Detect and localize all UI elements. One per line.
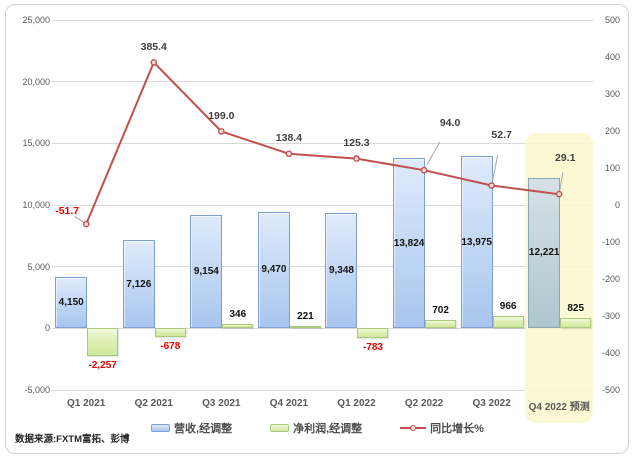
revenue-value-label: 7,126 <box>126 278 152 290</box>
y-axis-right-tick-label: -400 <box>601 348 620 358</box>
gridline <box>52 266 593 268</box>
revenue-value-label: 13,824 <box>393 237 425 249</box>
y-axis-left-tick-label: 25,000 <box>22 15 50 25</box>
x-axis-label: Q1 2022 <box>337 398 376 409</box>
legend-label-growth: 同比增长% <box>430 423 484 435</box>
gridline <box>52 19 593 21</box>
gridline <box>52 81 593 83</box>
revenue-value-label: 13,975 <box>461 236 492 248</box>
gridline <box>52 327 593 329</box>
y-axis-left-tick-label: 15,000 <box>22 138 50 149</box>
profit-value-label: -2,257 <box>88 360 117 372</box>
profit-bar <box>222 324 254 329</box>
growth-value-label: 125.3 <box>343 137 370 150</box>
profit-bar <box>154 328 186 337</box>
y-axis-left-tick-label: 5,000 <box>27 261 50 272</box>
profit-bar <box>357 328 389 338</box>
y-axis-right-tick-label: 300 <box>604 89 620 99</box>
growth-line-swatch-icon <box>400 424 427 432</box>
x-axis-label: Q2 2022 <box>404 398 444 409</box>
revenue-bar <box>325 213 358 329</box>
revenue-swatch-icon <box>151 424 171 432</box>
revenue-value-label: 12,221 <box>528 247 560 259</box>
revenue-bar <box>55 277 88 329</box>
growth-value-label: 199.0 <box>208 109 235 122</box>
revenue-bar <box>190 215 223 329</box>
y-axis-right-tick-label: 100 <box>604 163 620 173</box>
revenue-value-label: 9,470 <box>261 264 287 276</box>
profit-value-label: 346 <box>229 309 247 321</box>
x-axis-label: Q3 2022 <box>472 398 511 409</box>
x-axis-label: Q1 2021 <box>67 398 106 409</box>
profit-bar <box>289 325 321 329</box>
profit-bar <box>425 319 457 329</box>
growth-value-label: 94.0 <box>439 116 461 129</box>
growth-value-label: 29.1 <box>554 151 576 164</box>
x-axis-label: Q3 2021 <box>202 398 241 409</box>
profit-value-label: 221 <box>297 310 314 322</box>
y-axis-right-tick-label: -300 <box>601 311 620 321</box>
y-axis-right-tick-label: 200 <box>604 126 620 136</box>
growth-value-label: -51.7 <box>55 204 80 217</box>
gridline <box>52 142 593 144</box>
profit-value-label: -678 <box>160 340 181 352</box>
y-axis-left-tick-label: 0 <box>44 323 50 334</box>
source-note: 数据来源:FXTM富拓、彭博 <box>15 434 130 445</box>
revenue-value-label: 9,348 <box>328 265 354 277</box>
legend-item-revenue: 营收,经调整 <box>151 420 232 436</box>
growth-value-label: 52.7 <box>491 129 512 141</box>
legend-item-profit: 净利润,经调整 <box>270 420 362 436</box>
revenue-value-label: 9,154 <box>193 266 219 278</box>
x-axis-label: Q4 2022 预测 <box>528 402 590 413</box>
revenue-bar <box>122 240 155 329</box>
y-axis-right-tick-label: 500 <box>604 15 620 25</box>
revenue-value-label: 4,150 <box>58 297 84 309</box>
profit-bar <box>87 328 119 357</box>
revenue-bar <box>257 211 290 329</box>
y-axis-right-tick-label: -500 <box>601 385 620 395</box>
legend: 营收,经调整 净利润,经调整 同比增长% <box>0 420 635 436</box>
profit-swatch-icon <box>270 424 290 432</box>
y-axis-right-tick-label: 400 <box>604 52 620 62</box>
profit-value-label: 825 <box>567 303 585 315</box>
profit-bar <box>560 318 592 329</box>
growth-value-label: 138.4 <box>275 132 303 145</box>
y-axis-right-tick-label: -100 <box>601 237 620 247</box>
y-axis-left-tick-label: 10,000 <box>22 200 50 210</box>
y-axis-left-tick-label: -5,000 <box>24 385 50 395</box>
growth-value-label: 385.4 <box>140 40 167 53</box>
legend-label-profit: 净利润,经调整 <box>293 423 363 435</box>
legend-label-revenue: 营收,经调整 <box>174 423 233 435</box>
profit-value-label: 702 <box>432 304 449 316</box>
profit-bar <box>492 316 524 329</box>
x-axis-label: Q4 2021 <box>269 398 309 409</box>
gridline <box>52 389 593 391</box>
x-axis-label: Q2 2021 <box>134 398 173 409</box>
y-axis-right-tick-label: -200 <box>601 274 620 284</box>
y-axis-left-tick-label: 20,000 <box>22 76 50 87</box>
profit-value-label: -783 <box>362 341 383 353</box>
profit-value-label: 966 <box>499 301 517 313</box>
y-axis-right-tick-label: 0 <box>614 200 620 210</box>
legend-item-growth: 同比增长% <box>400 420 484 436</box>
gridline <box>52 204 593 206</box>
